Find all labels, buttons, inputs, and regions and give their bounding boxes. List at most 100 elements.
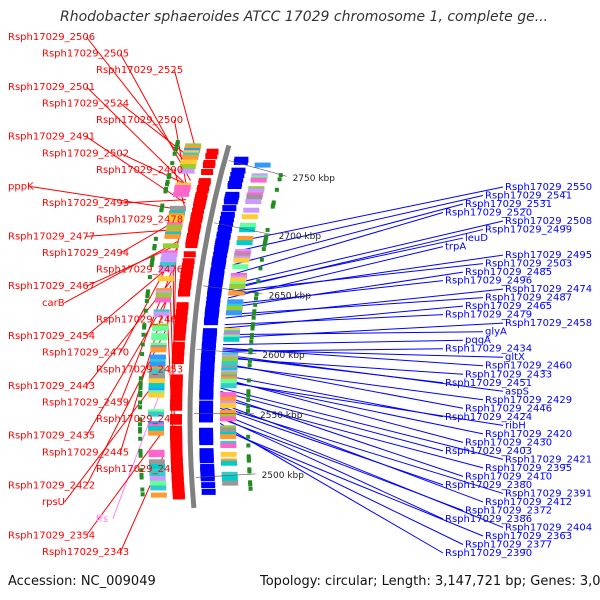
gene-label-text: Rsph17029_2476 bbox=[96, 265, 183, 276]
gene-label-text: Rsph17029_2459 bbox=[42, 397, 129, 408]
forward-gene-mark bbox=[170, 386, 183, 393]
cog-feature bbox=[170, 205, 187, 211]
leader-line bbox=[225, 297, 484, 316]
gene-tracks bbox=[138, 140, 283, 500]
forward-gene-mark bbox=[192, 207, 205, 214]
gene-label-text: Rsph17029_2503 bbox=[485, 259, 572, 270]
right-gene-label: Rsph17029_2520 bbox=[445, 208, 532, 219]
right-gene-label: Rsph17029_2410 bbox=[465, 471, 552, 482]
cog-feature bbox=[241, 214, 258, 220]
feature-dot bbox=[261, 247, 266, 252]
leader-line bbox=[120, 199, 187, 204]
gene-label-text: Rsph17029_2470 bbox=[42, 348, 129, 359]
forward-gene-mark bbox=[177, 290, 190, 297]
gene-label-text: rpsU bbox=[42, 497, 65, 508]
gene-label-text: Rsph17029_2550 bbox=[505, 182, 592, 193]
left-gene-label: Rsph17029_2437 bbox=[96, 414, 183, 425]
kbp-ticks: 2750 kbp 2700 kbp 2650 kbp 2600 kbp 2550 kbp… bbox=[194, 160, 335, 481]
cog-feature bbox=[220, 416, 237, 422]
cog-feature bbox=[149, 464, 166, 470]
right-gene-label: Rsph17029_2495 bbox=[505, 250, 592, 261]
feature-dot bbox=[138, 400, 143, 405]
cog-feature bbox=[150, 485, 167, 491]
leader-line bbox=[228, 263, 484, 292]
forward-gene-mark bbox=[172, 351, 185, 358]
cog-feature bbox=[243, 207, 260, 213]
leader-line bbox=[85, 293, 171, 436]
right-gene-label: Rsph17029_2499 bbox=[485, 225, 572, 236]
gene-label-text: Rsph17029_2490 bbox=[96, 165, 183, 176]
gene-label-text: glyA bbox=[485, 327, 507, 338]
reverse-gene-mark bbox=[216, 233, 231, 240]
leader-line bbox=[222, 354, 504, 392]
cog-feature bbox=[148, 378, 165, 384]
gene-label-text: Rsph17029_2478 bbox=[96, 215, 183, 226]
leader-line bbox=[64, 371, 164, 503]
feature-dot bbox=[248, 350, 253, 355]
reverse-gene-mark bbox=[219, 220, 234, 227]
right-gene-label: Rsph17029_2395 bbox=[485, 463, 572, 474]
tick-line bbox=[195, 473, 256, 478]
gene-label-text: Rsph17029_2403 bbox=[445, 446, 532, 457]
feature-dot bbox=[138, 427, 143, 432]
feature-dot bbox=[138, 376, 143, 381]
cog-feature bbox=[157, 276, 174, 282]
forward-gene-mark bbox=[170, 374, 183, 381]
gene-label-text: leuD bbox=[465, 233, 488, 244]
feature-dot bbox=[249, 339, 254, 344]
cog-feature bbox=[161, 252, 178, 258]
right-gene-label: Rsph17029_2485 bbox=[465, 267, 552, 278]
feature-dot bbox=[247, 363, 252, 368]
feature-dot bbox=[248, 480, 253, 485]
cog-feature bbox=[232, 264, 249, 270]
cog-feature bbox=[155, 292, 172, 298]
gene-label-text: Rsph17029_2502 bbox=[42, 148, 129, 159]
gene-label-text: Rsph17029_2437 bbox=[96, 414, 183, 425]
gene-label-text: Rsph17029_2485 bbox=[465, 267, 552, 278]
feature-dot bbox=[139, 475, 144, 480]
gene-label-text: Rsph17029_2501 bbox=[8, 82, 95, 93]
feature-dot bbox=[145, 289, 150, 294]
cog-feature bbox=[221, 471, 238, 477]
cog-feature bbox=[164, 233, 181, 239]
reverse-gene-mark bbox=[219, 216, 234, 223]
feature-dot bbox=[140, 342, 145, 347]
feature-dot bbox=[141, 332, 146, 337]
leader-line bbox=[236, 186, 504, 243]
leader-line bbox=[223, 322, 504, 339]
leader-line bbox=[220, 380, 504, 426]
cog-feature bbox=[223, 336, 240, 342]
forward-gene-mark bbox=[198, 180, 211, 187]
gene-labels: Rsph17029_2506 Rsph17029_2505 Rsph17029_25… bbox=[8, 32, 592, 559]
right-gene-label: Rsph17029_2434 bbox=[445, 344, 532, 355]
gene-label-text: Rsph17029_2495 bbox=[505, 250, 592, 261]
reverse-gene-mark bbox=[229, 176, 244, 183]
tick-label: 2550 kbp bbox=[260, 411, 303, 421]
feature-dot bbox=[149, 260, 154, 265]
forward-gene-mark bbox=[171, 467, 184, 474]
right-gene-label: Rsph17029_2451 bbox=[445, 378, 532, 389]
feature-dot bbox=[277, 177, 282, 182]
gene-label-text: Rsph17029_2453 bbox=[96, 364, 183, 375]
forward-gene-mark bbox=[182, 258, 195, 265]
feature-dot bbox=[251, 315, 256, 320]
reverse-gene-mark bbox=[201, 482, 216, 489]
leader-line bbox=[221, 364, 484, 401]
reverse-gene-mark bbox=[217, 227, 232, 234]
cog-feature bbox=[148, 430, 165, 436]
right-gene-label: Rsph17029_2508 bbox=[505, 216, 592, 227]
reverse-gene-mark bbox=[208, 280, 223, 287]
right-gene-label: Rsph17029_2474 bbox=[505, 284, 592, 295]
cog-feature bbox=[220, 409, 237, 415]
forward-gene-mark bbox=[175, 309, 188, 316]
left-gene-label: Rsph17029_2476 bbox=[96, 265, 183, 276]
gene-label-text: Rsph17029_2443 bbox=[8, 381, 95, 392]
leader-line bbox=[222, 347, 484, 367]
cog-feature bbox=[246, 194, 263, 200]
feature-dot bbox=[278, 173, 283, 178]
gene-label-text: Rsph17029_2420 bbox=[485, 429, 572, 440]
feature-dot bbox=[246, 434, 251, 439]
leader-line bbox=[219, 407, 444, 486]
cog-feature bbox=[227, 299, 244, 305]
